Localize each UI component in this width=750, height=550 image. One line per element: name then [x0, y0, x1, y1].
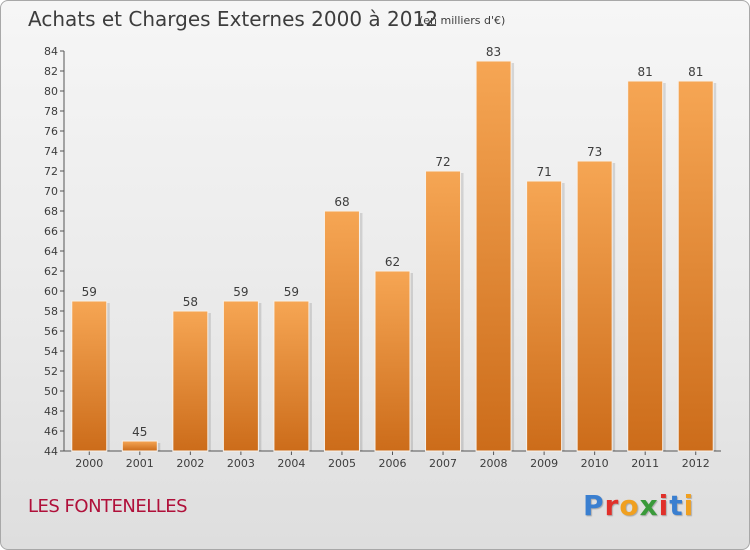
logo-letter: t [669, 489, 684, 522]
y-tick-label: 58 [44, 305, 58, 318]
chart-unit: (en milliers d'€) [419, 14, 506, 27]
y-tick-label: 48 [44, 405, 58, 418]
x-tick-label: 2008 [480, 457, 508, 470]
bar-2003 [222, 300, 259, 452]
commune-name: LES FONTENELLES [28, 496, 188, 517]
y-tick-label: 70 [44, 185, 58, 198]
y-tick-label: 68 [44, 205, 58, 218]
y-tick-label: 84 [44, 45, 58, 58]
value-label-2006: 62 [385, 255, 400, 269]
y-tick-label: 54 [44, 345, 58, 358]
logo-letter: r [604, 489, 620, 522]
y-tick-label: 50 [44, 385, 58, 398]
x-tick-label: 2006 [379, 457, 407, 470]
value-labels: 59 45 58 59 59 68 62 72 83 71 73 81 81 [82, 45, 704, 439]
x-tick-label: 2002 [176, 457, 204, 470]
y-tick-label: 80 [44, 85, 58, 98]
bar-2000 [71, 300, 108, 452]
y-tick-label: 46 [44, 425, 58, 438]
bar-2012 [677, 80, 714, 452]
bar-2001 [121, 440, 158, 452]
x-tick-label: 2005 [328, 457, 356, 470]
y-tick-label: 64 [44, 245, 58, 258]
logo-letter: o [619, 489, 640, 522]
value-label-2005: 68 [334, 195, 349, 209]
y-tick-label: 56 [44, 325, 58, 338]
logo-letter: i [683, 489, 695, 522]
value-label-2004: 59 [284, 285, 299, 299]
chart-title: Achats et Charges Externes 2000 à 2012 [28, 7, 438, 31]
value-label-2007: 72 [435, 155, 450, 169]
y-tick-label: 72 [44, 165, 58, 178]
x-tick-label: 2004 [277, 457, 305, 470]
value-label-2008: 83 [486, 45, 501, 59]
bar-2008 [475, 60, 512, 452]
y-tick-label: 82 [44, 65, 58, 78]
y-tick-label: 78 [44, 105, 58, 118]
x-tick-label: 2000 [75, 457, 103, 470]
value-label-2011: 81 [638, 65, 653, 79]
bar-2010 [576, 160, 613, 452]
x-tick-label: 2012 [682, 457, 710, 470]
x-tick-label: 2010 [581, 457, 609, 470]
value-label-2010: 73 [587, 145, 602, 159]
x-tick-label: 2007 [429, 457, 457, 470]
logo-letter: x [639, 489, 659, 522]
x-tick-label: 2011 [631, 457, 659, 470]
value-label-2012: 81 [688, 65, 703, 79]
x-tick-label: 2003 [227, 457, 255, 470]
bars [71, 60, 717, 452]
bar-2006 [374, 270, 411, 452]
value-label-2001: 45 [132, 425, 147, 439]
logo-letter: P [583, 489, 605, 522]
bar-2007 [425, 170, 462, 452]
y-tick-label: 44 [44, 445, 58, 458]
value-label-2009: 71 [536, 165, 551, 179]
proxiti-logo[interactable]: Proxiti [583, 489, 694, 522]
x-axis: 2000 2001 2002 2003 2004 2005 2006 2007 2008 2009… [64, 450, 721, 470]
value-label-2003: 59 [233, 285, 248, 299]
value-label-2002: 58 [183, 295, 198, 309]
bar-2009 [526, 180, 563, 452]
bar-2005 [323, 210, 360, 452]
bar-2011 [627, 80, 664, 452]
y-tick-label: 60 [44, 285, 58, 298]
logo-letter: i [658, 489, 670, 522]
y-tick-label: 76 [44, 125, 58, 138]
y-tick-label: 66 [44, 225, 58, 238]
y-tick-label: 74 [44, 145, 58, 158]
y-tick-label: 62 [44, 265, 58, 278]
x-tick-label: 2001 [126, 457, 154, 470]
bar-2004 [273, 300, 310, 452]
value-label-2000: 59 [82, 285, 97, 299]
bar-2002 [172, 310, 209, 452]
x-tick-label: 2009 [530, 457, 558, 470]
y-axis: 44 46 48 50 52 54 56 58 60 62 64 66 68 70 72 74 76 78 80 82… [44, 45, 65, 458]
y-tick-label: 52 [44, 365, 58, 378]
